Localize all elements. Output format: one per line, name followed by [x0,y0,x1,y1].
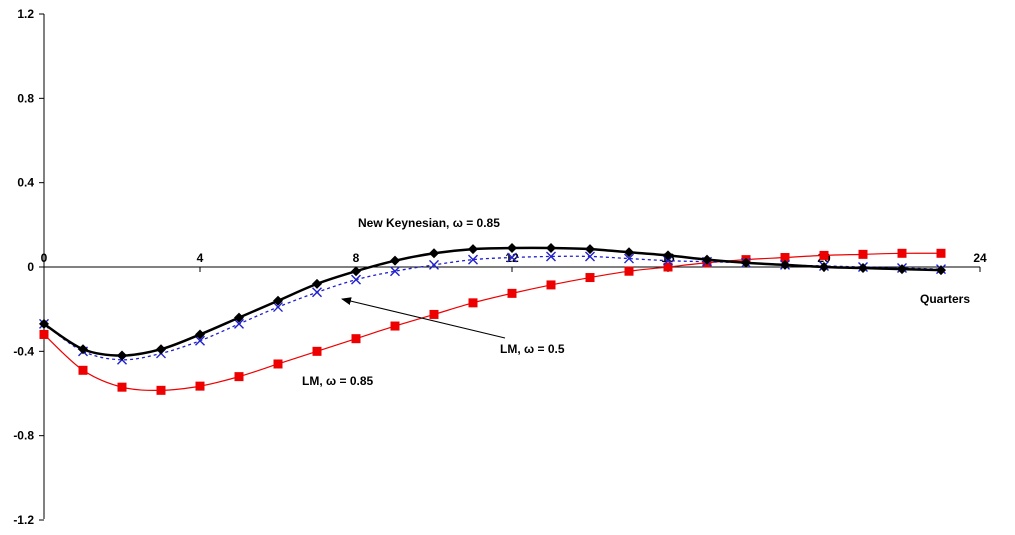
data-point-lm085 [117,382,127,392]
data-point-nk [117,350,127,361]
data-point-lm05 [663,255,673,266]
x-tick-label: 0 [41,251,48,265]
annotation-value: = 0.85 [463,216,500,230]
data-point-lm085 [858,249,868,259]
series-lm085 [39,248,946,395]
data-point-nk [741,257,751,268]
data-point-lm085 [39,329,49,339]
annotation-value: = 0.85 [336,374,373,388]
series-nk [39,243,946,361]
data-point-nk [429,248,439,259]
data-point-lm05 [312,287,322,298]
data-point-nk [507,243,517,254]
annotation-arrow-lm05 [341,297,506,339]
annotation-omega-symbol: ω [524,342,534,356]
data-point-lm05 [195,335,205,346]
x-axis-label: Quarters [920,292,970,306]
data-point-lm05 [546,251,556,262]
data-point-nk [156,344,166,355]
y-tick-label: -0.8 [13,429,34,443]
data-point-lm05 [585,251,595,262]
y-tick-label: 1.2 [17,7,34,21]
y-tick-label: -0.4 [13,344,34,358]
annotation-omega-symbol: ω [326,374,336,388]
data-point-lm05 [468,254,478,265]
data-point-nk [78,344,88,355]
y-tick-label: 0 [27,260,34,274]
data-point-lm085 [468,298,478,308]
data-point-nk [546,243,556,254]
annotation-lm085: LM, ω = 0.85 [302,374,373,388]
data-point-lm085 [195,381,205,391]
data-point-lm085 [780,253,790,263]
data-point-lm05 [429,259,439,270]
annotation-omega-symbol: ω [453,216,463,230]
data-point-lm085 [936,248,946,258]
x-tick-label: 4 [197,251,204,265]
annotation-prefix: New Keynesian, [358,216,453,230]
data-point-lm085 [507,288,517,298]
data-point-nk [624,247,634,258]
data-point-nk [39,318,49,329]
data-point-nk [351,266,361,277]
annotation-value: = 0.5 [534,342,565,356]
annotation-prefix: LM, [500,342,524,356]
data-point-lm085 [390,321,400,331]
annotation-nk: New Keynesian, ω = 0.85 [358,216,500,230]
data-point-nk [468,244,478,255]
data-point-lm085 [819,250,829,260]
x-tick-label: 24 [973,251,987,265]
data-point-lm05 [624,253,634,264]
data-point-lm05 [351,274,361,285]
data-point-lm085 [156,385,166,395]
data-point-nk [936,265,946,276]
data-point-lm05 [273,302,283,313]
data-point-lm085 [546,280,556,290]
data-point-lm085 [234,372,244,382]
data-point-nk [195,329,205,340]
data-point-nk [858,263,868,274]
annotation-prefix: LM, [302,374,326,388]
data-point-nk [390,255,400,266]
data-point-nk [312,278,322,289]
data-point-nk [663,250,673,261]
data-point-nk [234,312,244,323]
data-point-lm05 [234,318,244,329]
data-point-lm05 [507,252,517,263]
x-tick-label: 8 [353,251,360,265]
y-tick-label: -1.2 [13,513,34,527]
y-tick-label: 0.8 [17,91,34,105]
annotation-lm05: LM, ω = 0.5 [500,342,565,356]
series-line-lm085 [43,252,942,391]
y-tick-label: 0.4 [17,176,34,190]
data-point-nk [702,254,712,265]
data-point-lm085 [624,266,634,276]
data-point-nk [819,262,829,272]
series-layer [39,243,946,395]
data-point-lm085 [663,262,673,272]
series-line-nk [43,246,942,357]
data-point-lm085 [351,334,361,344]
data-point-lm085 [585,273,595,283]
data-point-nk [780,259,790,270]
data-point-nk [273,295,283,306]
data-point-lm085 [429,309,439,319]
data-point-lm085 [273,359,283,369]
data-point-lm085 [78,365,88,375]
series-lm05 [39,251,946,365]
data-point-nk [897,264,907,275]
data-point-lm085 [897,248,907,258]
data-point-lm085 [312,346,322,356]
data-point-lm05 [390,266,400,277]
data-point-nk [585,244,595,255]
